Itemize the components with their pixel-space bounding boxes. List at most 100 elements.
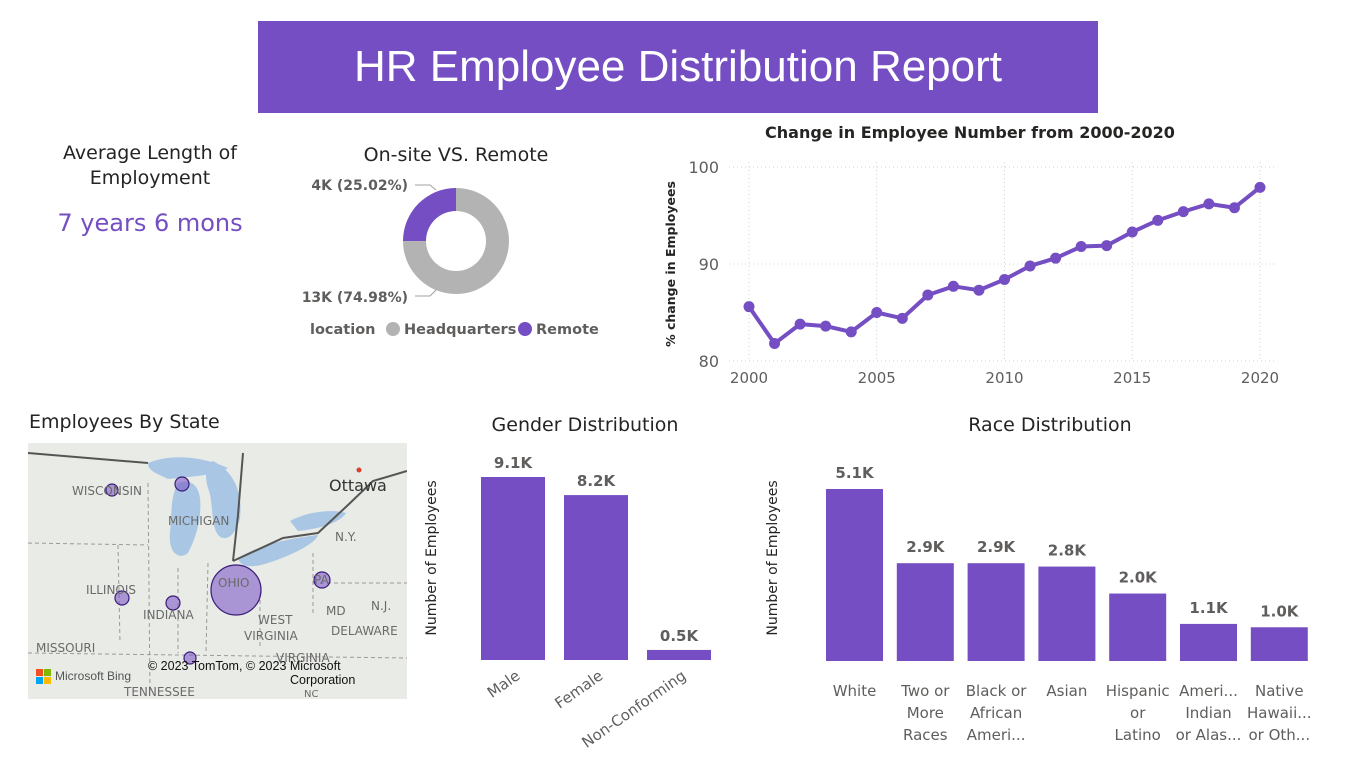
- legend-dot-headquarters: [386, 322, 400, 336]
- race-bar-chart[interactable]: Race Distribution Number of Employees 5.…: [750, 405, 1325, 775]
- line-xtick-label: 2020: [1241, 369, 1279, 387]
- legend-dot-remote: [518, 322, 532, 336]
- race-category-label: Ameri...: [967, 726, 1026, 744]
- line-chart[interactable]: Change in Employee Number from 2000-2020…: [655, 118, 1295, 390]
- bubble-wisconsin-2: [174, 476, 190, 492]
- map-title: Employees By State: [29, 411, 220, 433]
- line-point-2015[interactable]: [1126, 226, 1138, 238]
- report-title: HR Employee Distribution Report: [353, 42, 1003, 91]
- line-point-2012[interactable]: [1050, 252, 1062, 264]
- gender-bar-non-conforming[interactable]: [647, 649, 711, 660]
- race-bar-label: 1.1K: [1189, 599, 1229, 617]
- race-category-label: Black or: [966, 682, 1028, 700]
- race-category-label: Latino: [1115, 726, 1161, 744]
- donut-slice-remote[interactable]: [403, 188, 456, 242]
- race-chart-ylabel: Number of Employees: [765, 480, 781, 635]
- map-label-virginia: VIRGINIA: [244, 629, 298, 643]
- line-point-2017[interactable]: [1177, 206, 1189, 218]
- race-category-label: African: [970, 704, 1022, 722]
- race-bar-0[interactable]: [826, 489, 883, 661]
- map-label-nc: NC: [304, 689, 319, 699]
- race-bar-3[interactable]: [1038, 566, 1096, 661]
- race-bar-5[interactable]: [1180, 623, 1237, 661]
- race-bar-label: 5.1K: [835, 464, 875, 482]
- line-point-2005[interactable]: [871, 307, 883, 318]
- gender-bar-female[interactable]: [564, 495, 628, 660]
- race-bar-label: 2.0K: [1119, 569, 1159, 587]
- map-label-wisconsin: WISCONSIN: [72, 484, 142, 498]
- race-bar-6[interactable]: [1250, 627, 1308, 661]
- line-ytick-label: 90: [699, 255, 719, 274]
- line-point-2008[interactable]: [947, 280, 959, 292]
- line-xtick-label: 2010: [985, 369, 1023, 387]
- donut-legend-title: location: [310, 322, 376, 338]
- race-category-label: Indian: [1185, 704, 1231, 722]
- race-category-label: or Oth...: [1248, 726, 1310, 744]
- race-category-label: More: [907, 704, 944, 722]
- map-label-ottawa: Ottawa: [329, 476, 387, 495]
- line-point-2010[interactable]: [999, 274, 1010, 286]
- bing-logo: [36, 669, 51, 684]
- line-ytick-label: 80: [699, 352, 719, 371]
- bubble-pennsylvania: [313, 571, 331, 589]
- line-point-2009[interactable]: [973, 284, 985, 296]
- legend-label-headquarters: Headquarters: [404, 322, 516, 338]
- line-point-2002[interactable]: [794, 318, 806, 330]
- race-bar-label: 1.0K: [1260, 602, 1300, 620]
- line-point-2006[interactable]: [896, 312, 908, 324]
- line-point-2007[interactable]: [922, 289, 934, 301]
- gender-category-label: Male: [484, 667, 523, 702]
- race-chart-title: Race Distribution: [968, 414, 1131, 436]
- line-point-2020[interactable]: [1254, 181, 1266, 193]
- race-bar-4[interactable]: [1109, 593, 1167, 661]
- line-point-2016[interactable]: [1152, 214, 1164, 226]
- line-chart-title: Change in Employee Number from 2000-2020: [765, 123, 1175, 142]
- donut-chart[interactable]: On-site VS. Remote 4K (25.02%) 13K (74.98…: [300, 140, 610, 345]
- race-category-label: Hawaii...: [1247, 704, 1312, 722]
- line-point-2013[interactable]: [1075, 241, 1087, 253]
- line-point-2011[interactable]: [1024, 260, 1036, 272]
- kpi-value: 7 years 6 mons: [57, 209, 243, 237]
- map-label-ny: N.Y.: [335, 530, 357, 544]
- donut-title: On-site VS. Remote: [364, 144, 549, 166]
- race-category-label: Ameri...: [1179, 682, 1238, 700]
- line-point-2004[interactable]: [845, 326, 857, 338]
- donut-label-remote: 4K (25.02%): [311, 178, 408, 194]
- map-label-delaware: DELAWARE: [331, 624, 398, 638]
- line-chart-ylabel: % change in Employees: [663, 181, 678, 347]
- line-point-2019[interactable]: [1228, 202, 1240, 214]
- map-label-indiana: INDIANA: [143, 608, 194, 622]
- race-category-label: Hispanic: [1106, 682, 1170, 700]
- state-map[interactable]: WISCONSIN MICHIGAN Ottawa N.Y. ILLINOIS …: [28, 443, 407, 699]
- map-bubbles: [105, 476, 331, 665]
- map-label-ohio: OHIO: [218, 576, 250, 590]
- map-label-md: MD: [326, 604, 346, 618]
- legend-label-remote: Remote: [536, 322, 599, 338]
- kpi-card[interactable]: Average Length of Employment 7 years 6 m…: [40, 141, 260, 237]
- gender-bar-male[interactable]: [481, 477, 545, 660]
- race-category-label: or Alas...: [1176, 726, 1242, 744]
- line-xtick-label: 2005: [858, 369, 896, 387]
- map-label-illinois: ILLINOIS: [86, 583, 137, 597]
- donut-label-headquarters: 13K (74.98%): [302, 290, 408, 306]
- race-bar-2[interactable]: [967, 563, 1025, 661]
- line-point-2003[interactable]: [820, 320, 832, 332]
- donut-slice-headquarters[interactable]: [403, 188, 509, 294]
- gender-bar-label: 0.5K: [660, 627, 700, 645]
- line-point-2018[interactable]: [1203, 198, 1215, 210]
- map-attribution: © 2023 TomTom, © 2023 Microsoft: [148, 659, 341, 673]
- map-background: [28, 452, 407, 694]
- race-bar-1[interactable]: [896, 563, 954, 661]
- map-label-virginia-2: VIRGINIA: [276, 651, 330, 665]
- line-point-2000[interactable]: [743, 301, 755, 313]
- gender-bar-chart[interactable]: Gender Distribution Number of Employees …: [410, 405, 740, 775]
- line-point-2014[interactable]: [1101, 240, 1113, 252]
- race-bar-label: 2.8K: [1048, 542, 1088, 560]
- bubble-indiana: [165, 595, 181, 611]
- bubble-kentucky: [183, 651, 197, 665]
- ottawa-dot: [356, 467, 362, 473]
- race-category-label: Asian: [1046, 682, 1087, 700]
- race-category-label: or: [1130, 704, 1146, 722]
- bubble-wisconsin-1: [105, 483, 119, 497]
- line-point-2001[interactable]: [769, 338, 781, 350]
